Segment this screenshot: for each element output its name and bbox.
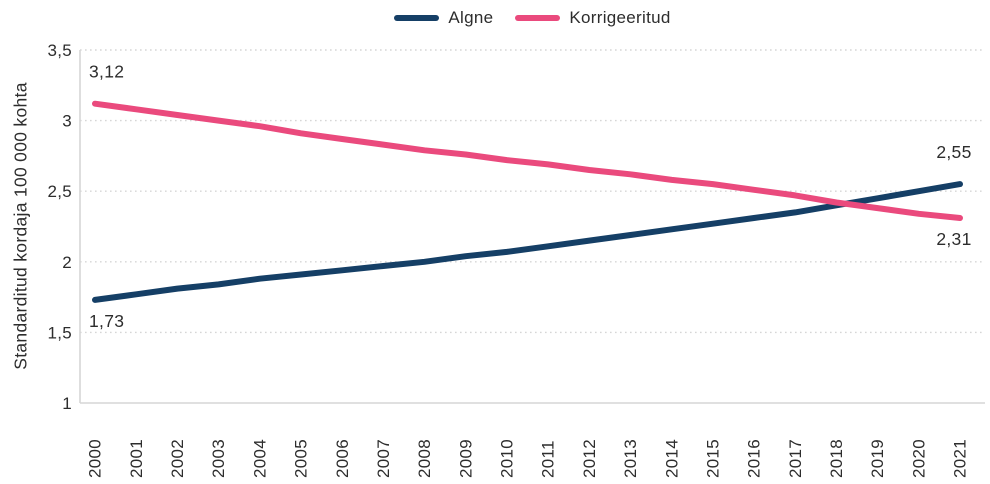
x-tick-label: 2014 <box>662 439 681 478</box>
y-tick-label: 1,5 <box>47 323 72 342</box>
x-tick-label: 2018 <box>827 439 846 478</box>
x-tick-label: 2017 <box>786 439 805 478</box>
x-tick-label: 2010 <box>498 439 517 478</box>
legend-label-algne: Algne <box>448 8 494 27</box>
x-tick-label: 2012 <box>580 439 599 478</box>
legend-swatch-algne <box>394 15 440 21</box>
x-tick-label: 2009 <box>456 439 475 478</box>
x-tick-label: 2008 <box>415 439 434 478</box>
data-label-2-55: 2,55 <box>936 142 971 162</box>
legend-label-korrigeeritud: Korrigeeritud <box>569 8 671 27</box>
x-tick-label: 2004 <box>250 439 269 478</box>
x-tick-label: 2003 <box>209 439 228 478</box>
y-tick-label: 1 <box>62 394 72 413</box>
x-tick-label: 2006 <box>333 439 352 478</box>
legend-item-algne: Algne <box>394 8 493 28</box>
y-tick-label: 3,5 <box>47 41 72 60</box>
legend: Algne Korrigeeritud <box>80 8 985 28</box>
data-label-3-12: 3,12 <box>89 62 124 82</box>
x-tick-label: 2021 <box>951 439 970 478</box>
legend-item-korrigeeritud: Korrigeeritud <box>515 8 670 28</box>
series-line-korrigeeritud <box>92 100 963 221</box>
x-tick-label: 2016 <box>745 439 764 478</box>
x-tick-label: 2011 <box>539 440 558 478</box>
y-axis-title: Standarditud kordaja 100 000 kohta <box>10 82 31 370</box>
legend-swatch-korrigeeritud <box>515 15 561 21</box>
data-label-2-31: 2,31 <box>936 229 971 249</box>
x-tick-label: 2013 <box>621 439 640 478</box>
y-tick-label: 2 <box>62 253 72 272</box>
x-tick-label: 2019 <box>868 439 887 478</box>
x-tick-label: 2005 <box>292 439 311 478</box>
series-line-algne <box>92 181 963 303</box>
x-tick-label: 2002 <box>168 439 187 478</box>
x-tick-label: 2020 <box>909 439 928 478</box>
x-tick-label: 2015 <box>703 439 722 478</box>
data-label-1-73: 1,73 <box>89 311 124 331</box>
x-tick-label: 2000 <box>86 439 105 478</box>
x-tick-label: 2001 <box>127 439 146 478</box>
y-tick-label: 2,5 <box>47 182 72 201</box>
y-tick-label: 3 <box>62 112 72 131</box>
x-tick-label: 2007 <box>374 439 393 478</box>
